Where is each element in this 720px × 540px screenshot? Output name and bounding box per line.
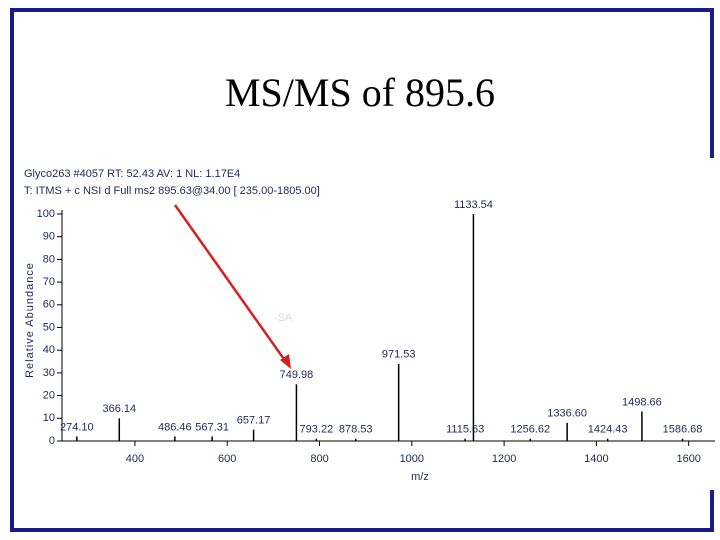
peak-label: 1115.63 <box>446 424 484 436</box>
header-line: Glyco263 #4057 RT: 52.43 AV: 1 NL: 1.17E… <box>24 168 240 180</box>
x-axis-label: m/z <box>411 471 429 483</box>
y-axis-label: Relative Abundance <box>24 262 36 378</box>
y-tick-label: 0 <box>49 435 55 447</box>
y-tick-label: 40 <box>43 344 55 356</box>
peak-label: 274.10 <box>60 421 94 433</box>
y-tick-label: 30 <box>43 367 55 379</box>
x-tick-label: 800 <box>310 453 328 465</box>
arrow-head <box>280 354 291 369</box>
y-tick-label: 20 <box>43 390 55 402</box>
x-tick-label: 400 <box>126 453 144 465</box>
y-tick-label: 90 <box>43 231 55 243</box>
y-tick-label: 10 <box>43 412 55 424</box>
x-tick-label: 1600 <box>676 453 700 465</box>
peak-label: 657.17 <box>237 415 271 427</box>
peak-label: 1133.54 <box>454 199 493 211</box>
peak-label: 749.98 <box>280 369 314 381</box>
peak-label: 1498.66 <box>622 396 662 408</box>
peak-label: 878.53 <box>339 424 373 436</box>
peak-label: 971.53 <box>382 349 416 361</box>
spectrum: Glyco263 #4057 RT: 52.43 AV: 1 NL: 1.17E… <box>24 168 715 483</box>
y-tick-label: 70 <box>43 276 55 288</box>
y-tick-label: 100 <box>37 208 55 220</box>
slide-title: MS/MS of 895.6 <box>225 70 495 115</box>
x-tick-label: 600 <box>218 453 236 465</box>
peak-label: 1586.68 <box>663 424 703 436</box>
x-tick-label: 1000 <box>400 453 424 465</box>
x-tick-label: 1400 <box>584 453 608 465</box>
annotation: -SA <box>274 312 293 324</box>
y-tick-label: 60 <box>43 299 55 311</box>
peak-label: 1256.62 <box>510 424 550 436</box>
header-line: T: ITMS + c NSI d Full ms2 895.63@34.00 … <box>24 185 320 197</box>
peak-label: 793.22 <box>300 424 334 436</box>
peak-label: 366.14 <box>102 403 136 415</box>
y-tick-label: 50 <box>43 321 55 333</box>
y-tick-label: 80 <box>43 253 55 265</box>
peak-label: 1424.43 <box>588 424 628 436</box>
arrow <box>173 204 288 363</box>
x-tick-label: 1200 <box>492 453 516 465</box>
peak-label: 486.46 <box>158 421 192 433</box>
spectrum-panel <box>18 158 720 490</box>
peak-label: 1336.60 <box>547 408 587 420</box>
peak-label: 567.31 <box>195 421 229 433</box>
